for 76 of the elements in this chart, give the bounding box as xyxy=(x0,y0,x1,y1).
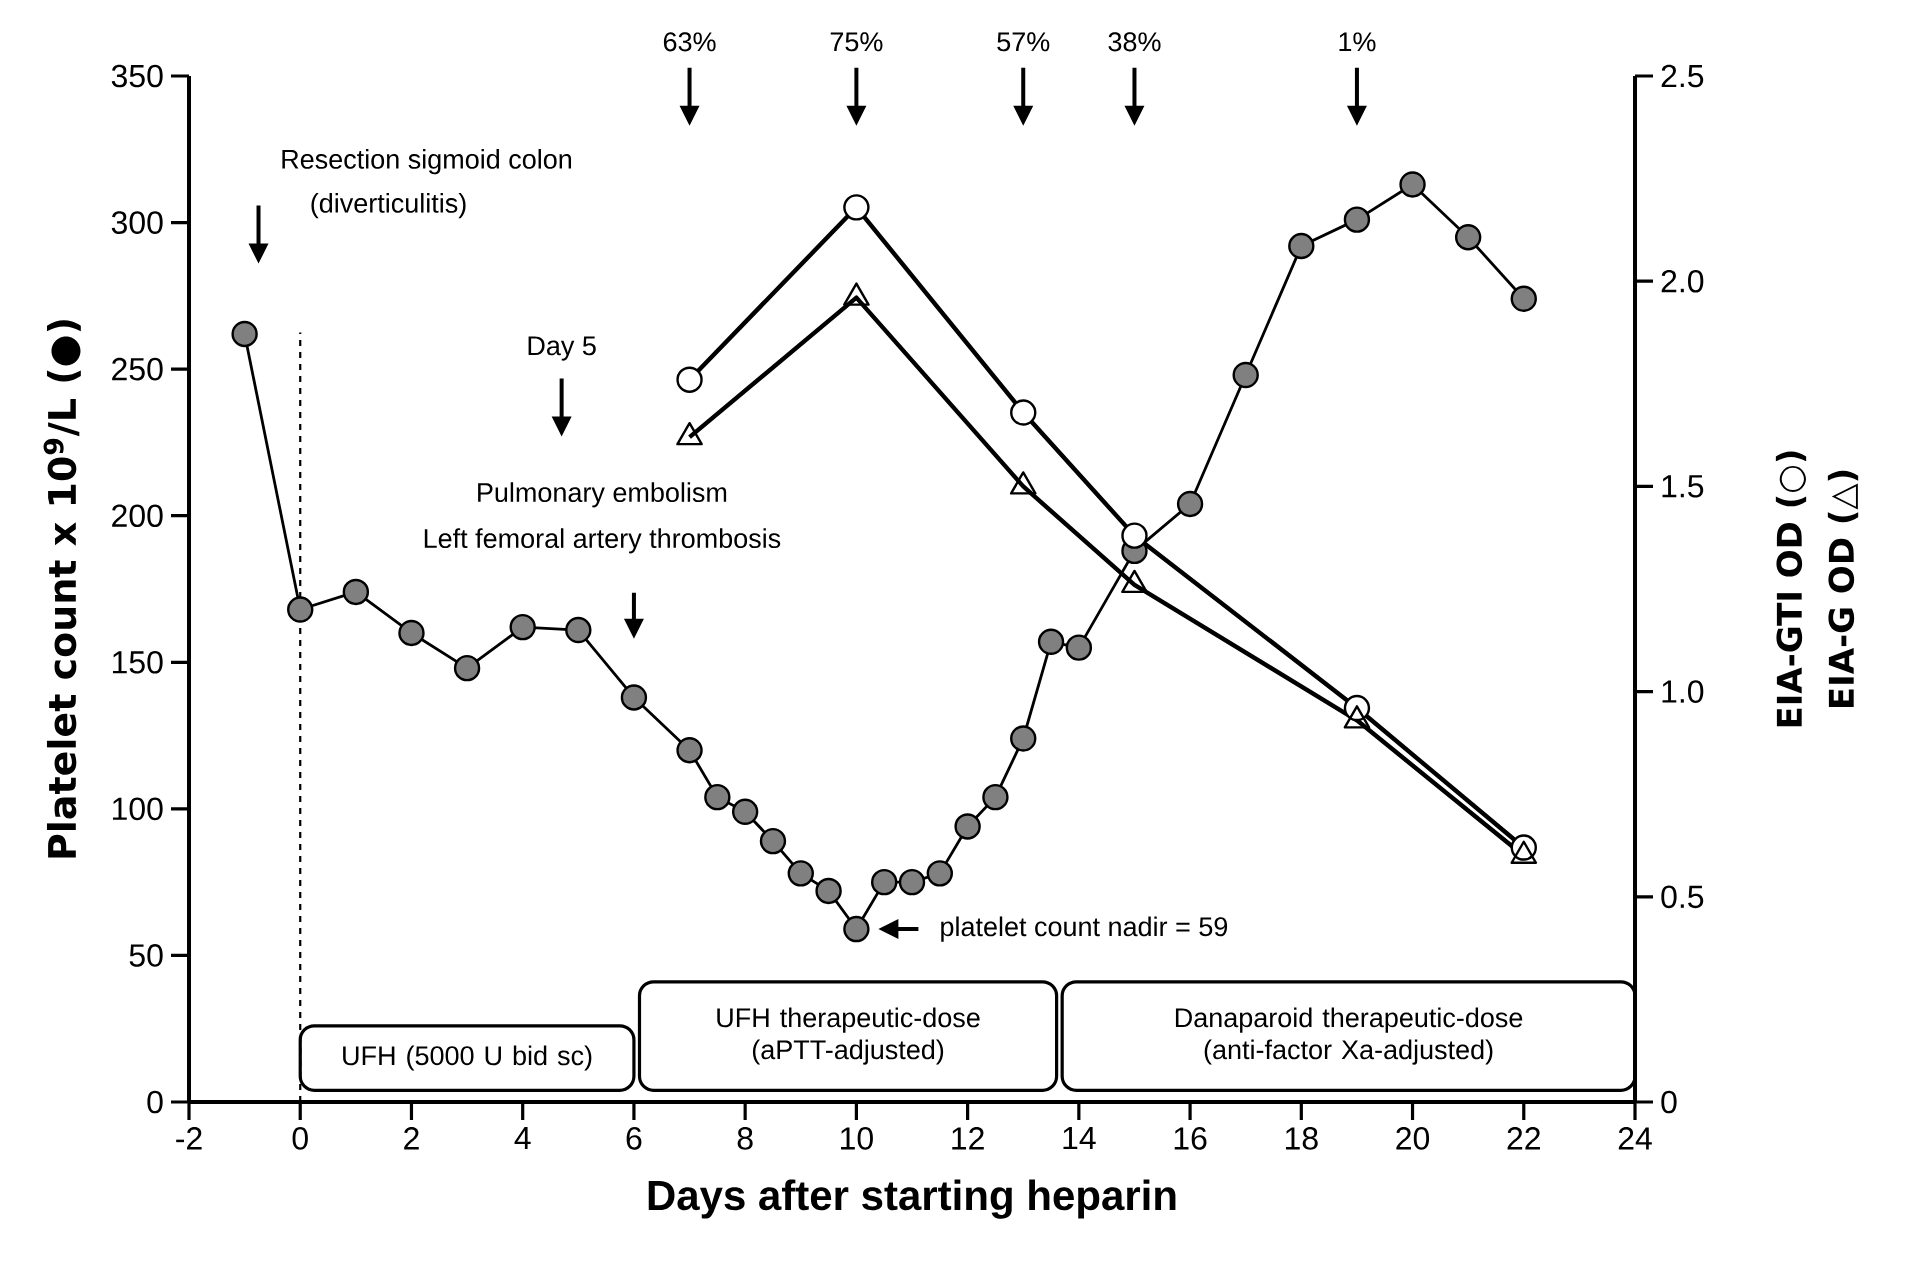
annotation: Day 5 xyxy=(528,336,596,361)
point xyxy=(453,654,481,682)
point xyxy=(620,684,648,711)
x-tick-label: -2 xyxy=(176,1127,202,1150)
annotation: (diverticulitis) xyxy=(311,193,466,219)
y2-tick-label: 1.0 xyxy=(1662,680,1704,703)
band-label: UFH (5000 U bid sc) xyxy=(343,1045,592,1071)
point xyxy=(982,783,1009,811)
x-tick-label: 6 xyxy=(626,1127,642,1150)
point xyxy=(1288,232,1315,260)
y-tick-label: 250 xyxy=(112,357,163,381)
x-tick-label: 24 xyxy=(1618,1127,1652,1150)
point xyxy=(870,868,898,896)
point xyxy=(676,737,703,764)
point xyxy=(1232,361,1259,389)
y-tick-label: 50 xyxy=(129,944,163,967)
y-tick-label: 200 xyxy=(112,504,163,528)
point xyxy=(787,860,814,887)
x-tick-label: 8 xyxy=(737,1127,753,1150)
text: 75% xyxy=(830,32,883,52)
text: 38% xyxy=(1108,32,1161,52)
point xyxy=(231,320,258,348)
y-tick-label: 100 xyxy=(112,797,163,821)
text: 57% xyxy=(997,32,1050,52)
x-tick-label: 16 xyxy=(1174,1127,1207,1150)
point xyxy=(1454,224,1482,251)
x-tick-label: 2 xyxy=(404,1127,419,1150)
y2-tick-label: 0.5 xyxy=(1661,885,1704,909)
x-tick-label: 20 xyxy=(1396,1127,1430,1150)
point xyxy=(1010,725,1037,752)
x-axis-title: Days after starting heparin xyxy=(648,1179,1176,1219)
x-tick-label: 10 xyxy=(841,1127,873,1150)
x-tick-label: 4 xyxy=(514,1127,531,1150)
text: EIA-G OD (△) xyxy=(1827,470,1859,707)
x-tick-label: 0 xyxy=(292,1127,308,1150)
x-tick-label: 14 xyxy=(1063,1127,1096,1150)
point xyxy=(398,619,425,647)
point xyxy=(843,915,870,943)
text: EIA-GTI OD (○) xyxy=(1775,451,1807,727)
text: 1% xyxy=(1339,32,1376,52)
x-tick-label: 18 xyxy=(1285,1127,1318,1150)
annotation: platelet count nadir = 59 xyxy=(941,916,1228,942)
point xyxy=(954,813,981,840)
y2-tick-label: 2.0 xyxy=(1661,269,1704,293)
point xyxy=(1037,628,1065,655)
point xyxy=(565,616,592,644)
point xyxy=(342,578,370,606)
band-label: Danaparoid therapeutic-dose (anti-factor Xa-adjusted) xyxy=(1175,1007,1523,1065)
y-tick-label: 350 xyxy=(111,64,163,88)
point xyxy=(1343,206,1371,233)
y-tick-label: 150 xyxy=(112,650,163,674)
point xyxy=(926,860,954,887)
y-axis-title: Platelet count x 10$^{9}$/L (●) xyxy=(43,320,81,858)
y2-tick-label: 1.5 xyxy=(1662,475,1704,498)
point xyxy=(1399,171,1426,198)
point xyxy=(898,868,926,896)
annotation: Pulmonary embolism xyxy=(478,482,727,508)
y-tick-label: 300 xyxy=(111,211,163,234)
y-tick-label: 0 xyxy=(147,1090,163,1114)
x-tick-label: 22 xyxy=(1507,1127,1540,1150)
point xyxy=(1065,634,1093,661)
y2-tick-label: 0 xyxy=(1661,1090,1677,1114)
point xyxy=(731,798,759,825)
annotation: Left femoral artery thrombosis xyxy=(424,528,781,554)
band-label: UFH therapeutic-dose (aPTT-adjusted) xyxy=(717,1007,980,1065)
text: 63% xyxy=(663,32,716,52)
point xyxy=(815,877,842,905)
point xyxy=(759,827,787,855)
point xyxy=(1176,490,1204,518)
point xyxy=(1510,285,1537,312)
x-tick-label: 12 xyxy=(952,1127,984,1150)
point xyxy=(509,613,536,641)
y2-tick-label: 2.5 xyxy=(1661,64,1704,88)
point xyxy=(287,596,314,623)
point xyxy=(704,783,731,811)
annotation: Resection sigmoid colon xyxy=(282,149,572,175)
